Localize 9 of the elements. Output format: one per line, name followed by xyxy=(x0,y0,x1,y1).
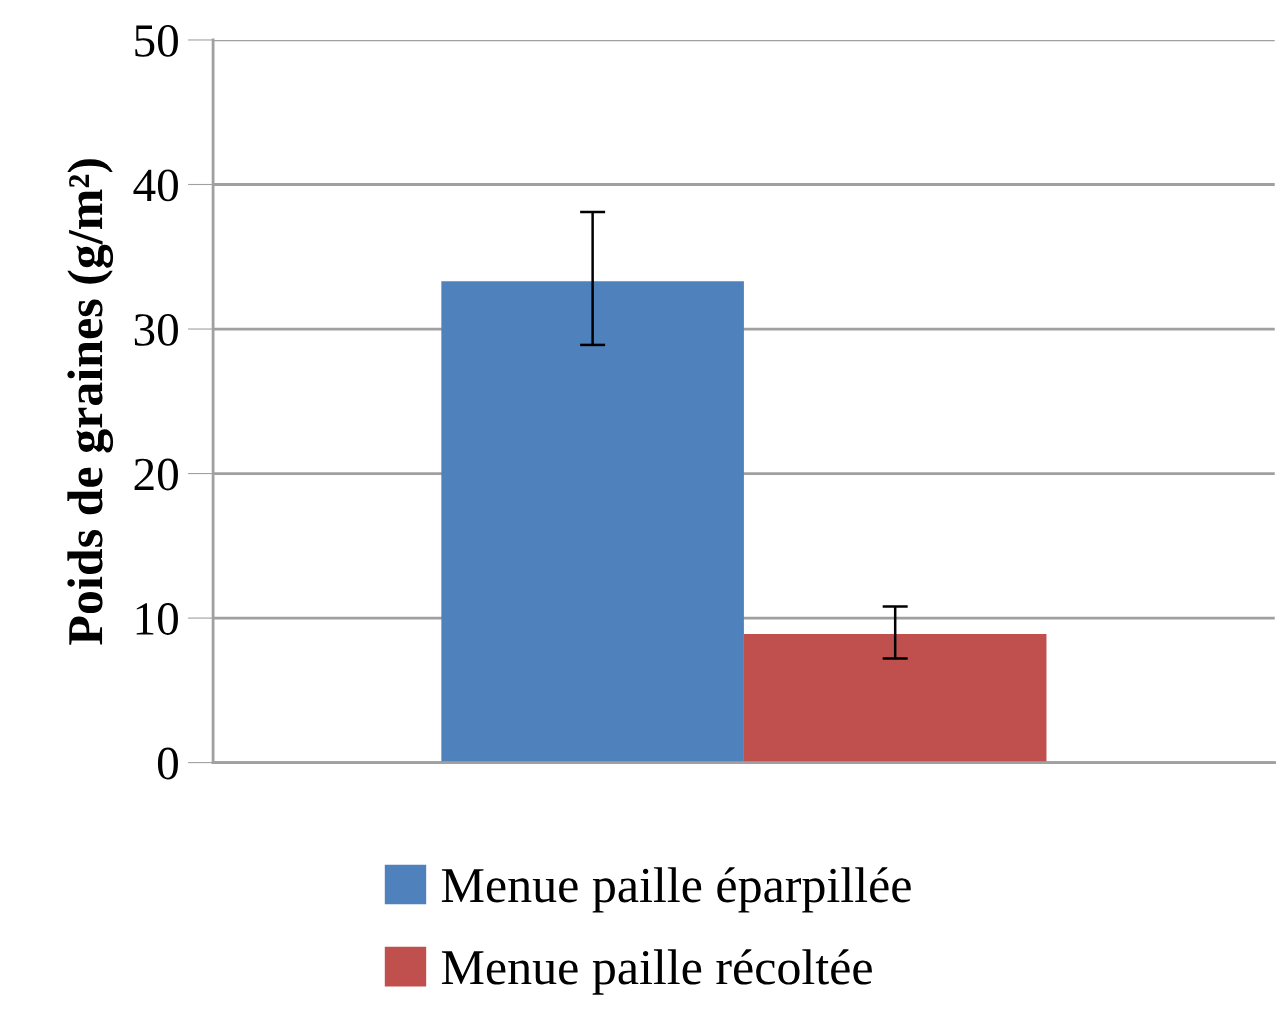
legend-label: Menue paille éparpillée xyxy=(441,867,911,913)
y-axis-title: Poids de graines (g/m²) xyxy=(67,159,114,645)
legend-label: Menue paille récoltée xyxy=(441,949,872,995)
y-tick-label: 30 xyxy=(134,314,178,346)
y-tick-label: 40 xyxy=(133,169,178,202)
y-tick-label: 10 xyxy=(136,603,178,635)
y-tick-label: 20 xyxy=(134,458,178,491)
y-tick-label: 0 xyxy=(157,747,178,780)
y-tick-label: 50 xyxy=(135,24,178,57)
